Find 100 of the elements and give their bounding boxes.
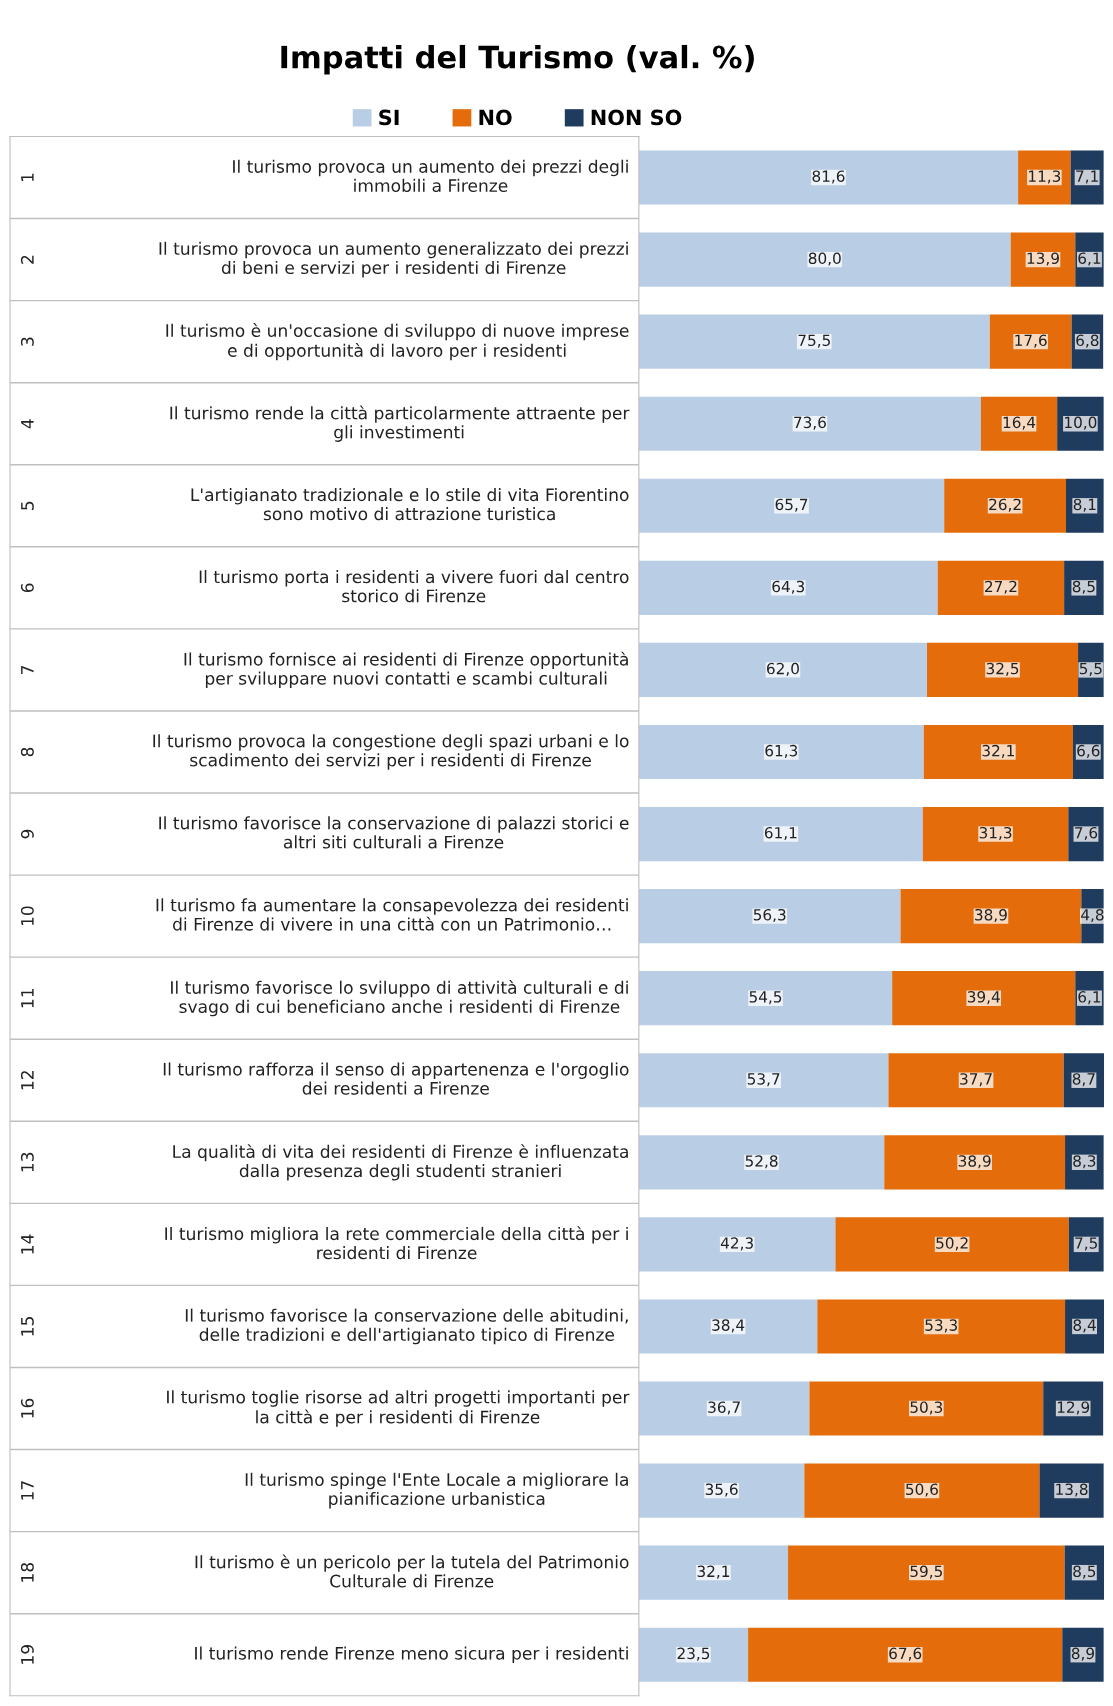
data-label: 53,3 (925, 1319, 957, 1333)
data-label: 7,1 (1076, 170, 1098, 184)
text: 8 (20, 747, 34, 757)
data-label: 7,6 (1075, 826, 1098, 841)
data-label: 59,5 (910, 1565, 942, 1579)
bar (944, 478, 1066, 533)
y-tick-label: Il turismo rafforza il senso di appartenenza e l'orgoglio dei residenti a Firenze (163, 1062, 629, 1095)
bar (888, 1053, 1064, 1108)
bar (638, 1053, 889, 1108)
text: 1 (21, 173, 34, 182)
bar (923, 724, 1073, 780)
data-label: 38,9 (958, 1155, 991, 1169)
bar (835, 1217, 1069, 1272)
data-label: 50,6 (906, 1483, 938, 1497)
data-label: 32,5 (986, 662, 1019, 676)
bar (900, 889, 1082, 944)
bar (638, 806, 923, 862)
bar (788, 1545, 1065, 1600)
data-label: 61,3 (765, 744, 798, 758)
text: 3 (20, 337, 34, 346)
text: 18 (20, 1562, 34, 1582)
data-label: 6,8 (1076, 334, 1099, 348)
bar (638, 1627, 749, 1682)
y-tick-label: La qualità di vita dei residenti di Firenze è influenzata dalla presenza degli studenti stranieri (173, 1144, 628, 1181)
data-label: 10,0 (1065, 416, 1097, 430)
y-tick-label: Il turismo provoca un aumento dei prezzi degli immobili a Firenze (233, 159, 628, 193)
y-tick-label: L'artigianato tradizionale e lo stile di vita Fiorentino sono motivo di attrazione turistica (191, 487, 629, 521)
bar (809, 1381, 1044, 1436)
y-tick-label: Il turismo fa aumentare la consapevolezza dei residenti di Firenze di vivere in una città con un Patrimonio… (156, 898, 628, 931)
y-tick-label: Il turismo provoca la congestione degli spazi urbani e lo scadimento dei servizi per i residenti di Firenze (153, 734, 629, 770)
y-tick-label: Il turismo rende la città particolarmente attraente per gli investimenti (170, 405, 630, 442)
bar (980, 396, 1058, 451)
bar (638, 314, 990, 369)
data-label: 8,5 (1073, 1565, 1096, 1579)
data-label: 8,1 (1073, 498, 1096, 512)
data-label: 80,0 (808, 252, 841, 266)
bar (638, 396, 981, 451)
data-label: 56,3 (753, 909, 786, 923)
text: 16 (20, 1398, 34, 1418)
bar (884, 1135, 1066, 1190)
data-label: 36,7 (708, 1401, 740, 1415)
text: 4 (21, 419, 34, 429)
data-label: 8,7 (1072, 1073, 1095, 1087)
text: 14 (21, 1234, 34, 1254)
text: 6 (20, 583, 34, 593)
legend-label: NON SO (591, 109, 682, 126)
bar (817, 1299, 1066, 1354)
data-label: 39,4 (967, 991, 1000, 1005)
bar (638, 1463, 805, 1518)
bar (638, 478, 945, 533)
data-label: 8,5 (1072, 580, 1095, 594)
y-tick-label: Il turismo è un'occasione di sviluppo di nuove imprese e di opportunità di lavoro per i residenti (166, 323, 629, 361)
data-label: 12,9 (1057, 1401, 1090, 1415)
data-label: 6,1 (1078, 252, 1101, 266)
bar (638, 724, 924, 780)
data-label: 54,5 (749, 991, 782, 1005)
chart-title: Impatti del Turismo (val. %) (281, 44, 754, 75)
data-label: 73,6 (794, 416, 826, 430)
data-label: 32,1 (697, 1565, 730, 1579)
data-label: 50,3 (910, 1401, 943, 1415)
data-label: 8,9 (1071, 1647, 1095, 1661)
data-label: 27,2 (985, 580, 1017, 594)
data-label: 81,6 (812, 170, 845, 184)
bar (638, 1545, 789, 1600)
data-label: 5,5 (1079, 663, 1102, 676)
data-label: 8,3 (1073, 1155, 1096, 1169)
text: 13 (20, 1152, 34, 1172)
bar (989, 314, 1072, 369)
data-label: 50,2 (936, 1237, 968, 1251)
bar (638, 642, 928, 697)
bar (748, 1627, 1063, 1682)
bar (638, 232, 1011, 287)
data-label: 52,8 (745, 1155, 778, 1169)
data-label: 61,1 (764, 826, 797, 841)
data-label: 7,5 (1075, 1237, 1098, 1251)
data-label: 13,8 (1056, 1483, 1088, 1497)
data-label: 67,6 (889, 1647, 922, 1661)
text: 5 (21, 501, 34, 510)
y-tick-label: Il turismo migliora la rete commerciale della città per i residenti di Firenze (165, 1226, 628, 1260)
y-tick-label: Il turismo provoca un aumento generalizzato dei prezzi di beni e servizi per i residenti di Firenze (159, 241, 628, 278)
y-tick-label: Il turismo favorisce lo sviluppo di attività culturali e di svago di cui beneficiano anche i residenti di Firenze (171, 980, 628, 1017)
legend-label: SI (379, 109, 399, 126)
bar (638, 1299, 818, 1354)
y-tick-label: Il turismo spinge l'Ente Locale a migliorare la pianificazione urbanistica (245, 1472, 628, 1509)
data-label: 75,5 (798, 334, 830, 348)
data-label: 6,1 (1078, 991, 1101, 1005)
bar (638, 889, 901, 944)
text: 9 (20, 829, 34, 839)
text: 15 (21, 1317, 34, 1336)
data-label: 11,3 (1029, 170, 1061, 184)
bar (937, 560, 1065, 615)
data-label: 65,7 (775, 498, 808, 512)
bar (927, 642, 1079, 697)
text: 10 (20, 906, 34, 926)
data-label: 31,3 (979, 826, 1012, 841)
text: 19 (20, 1645, 34, 1664)
text: 17 (21, 1481, 34, 1500)
bar (638, 971, 893, 1026)
data-label: 17,6 (1015, 334, 1047, 348)
y-tick-label: Il turismo fornisce ai residenti di Firenze opportunità per sviluppare nuovi contatti e scambi culturali (184, 651, 628, 689)
